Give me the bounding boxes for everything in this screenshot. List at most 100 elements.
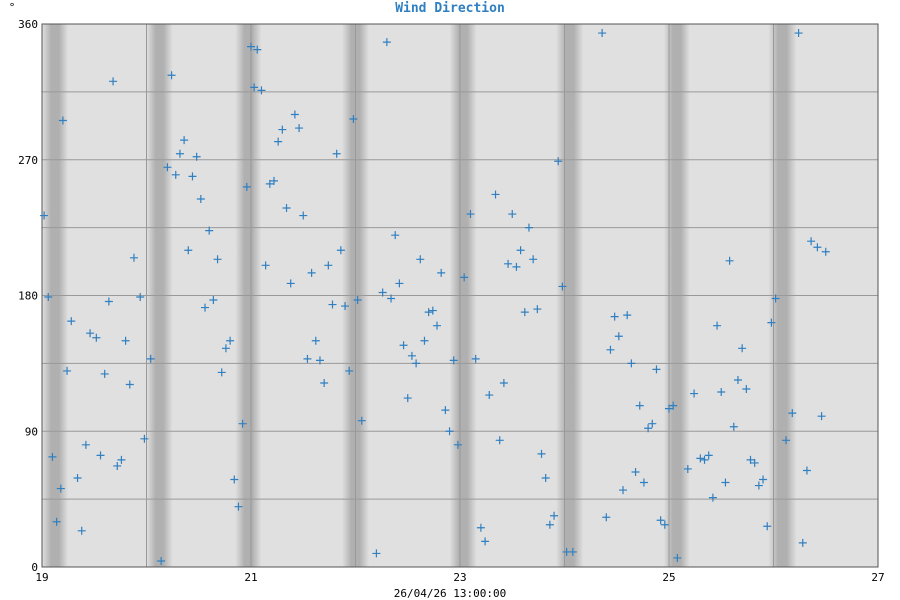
data-point: [81, 440, 90, 449]
data-point: [644, 424, 653, 433]
data-point: [63, 366, 72, 375]
data-point: [759, 475, 768, 484]
data-point: [420, 336, 429, 345]
data-point: [729, 422, 738, 431]
data-point: [391, 231, 400, 240]
data-point: [568, 547, 577, 556]
data-point: [58, 116, 67, 125]
data-point: [40, 211, 49, 220]
data-point: [471, 354, 480, 363]
data-point: [86, 329, 95, 338]
data-point: [92, 333, 101, 342]
data-point: [639, 478, 648, 487]
data-point: [499, 378, 508, 387]
data-point: [767, 318, 776, 327]
data-point: [742, 385, 751, 394]
data-point: [100, 369, 109, 378]
data-point: [466, 210, 475, 219]
data-point: [52, 517, 61, 526]
data-point: [708, 493, 717, 502]
data-point: [788, 409, 797, 418]
data-point: [247, 42, 255, 51]
data-point: [295, 124, 304, 133]
data-point: [738, 344, 747, 353]
data-point: [234, 502, 243, 511]
data-point: [545, 520, 554, 529]
data-point: [253, 45, 262, 54]
data-point: [733, 375, 742, 384]
data-point: [226, 336, 235, 345]
data-point: [171, 170, 180, 179]
data-point: [387, 294, 396, 303]
data-point: [257, 86, 266, 95]
data-point: [242, 182, 251, 191]
data-point: [167, 71, 176, 80]
data-point: [192, 152, 201, 161]
data-point: [324, 261, 333, 270]
data-point: [802, 466, 811, 475]
data-point: [441, 406, 450, 415]
data-point: [495, 436, 504, 445]
data-point: [67, 317, 76, 326]
data-point: [750, 458, 759, 467]
data-point: [109, 77, 118, 86]
y-tick-label: 90: [25, 425, 38, 438]
data-point: [265, 179, 274, 188]
data-point: [136, 293, 145, 302]
data-point: [117, 455, 126, 464]
data-point: [407, 351, 416, 360]
data-point: [606, 345, 615, 354]
data-point: [311, 336, 320, 345]
data-point: [175, 149, 184, 158]
data-point: [558, 282, 567, 291]
data-point: [282, 204, 291, 213]
data-point: [652, 365, 661, 374]
data-point: [648, 419, 657, 428]
data-point: [428, 306, 437, 315]
data-point: [771, 294, 780, 303]
data-point: [700, 455, 709, 464]
data-point: [307, 268, 316, 277]
y-tick-label: 270: [18, 154, 38, 167]
data-point: [315, 356, 324, 365]
data-point: [763, 522, 772, 531]
chart-title: Wind Direction: [395, 1, 505, 16]
data-point: [336, 246, 345, 255]
y-tick-label: 0: [31, 561, 38, 574]
data-point: [278, 125, 287, 134]
data-point: [129, 253, 138, 262]
data-point: [205, 226, 214, 235]
data-point: [238, 419, 247, 428]
data-point: [395, 279, 404, 288]
data-point: [184, 246, 193, 255]
data-point: [696, 454, 705, 463]
y-tick-label: 180: [18, 290, 38, 303]
data-point: [77, 526, 86, 535]
data-point: [512, 262, 521, 271]
data-point: [290, 110, 299, 119]
data-point: [201, 303, 210, 312]
data-point: [550, 511, 559, 520]
data-point: [113, 461, 122, 470]
data-point: [44, 293, 53, 302]
data-point: [602, 513, 611, 522]
data-point: [813, 243, 822, 252]
data-point: [48, 452, 57, 461]
data-point: [299, 211, 308, 220]
data-point: [56, 484, 65, 493]
data-point: [794, 29, 803, 38]
data-point: [690, 389, 699, 398]
data-point: [520, 308, 529, 317]
data-point: [221, 344, 230, 353]
data-point: [163, 163, 172, 172]
data-point: [537, 449, 546, 458]
data-point: [631, 467, 640, 476]
data-point: [635, 401, 644, 410]
y-axis-unit: °: [9, 1, 16, 14]
y-tick-label: 360: [18, 18, 38, 31]
data-point: [73, 474, 82, 483]
data-point: [798, 538, 807, 547]
x-tick-label: 25: [662, 571, 675, 584]
data-point: [196, 194, 205, 203]
data-point: [180, 136, 189, 145]
